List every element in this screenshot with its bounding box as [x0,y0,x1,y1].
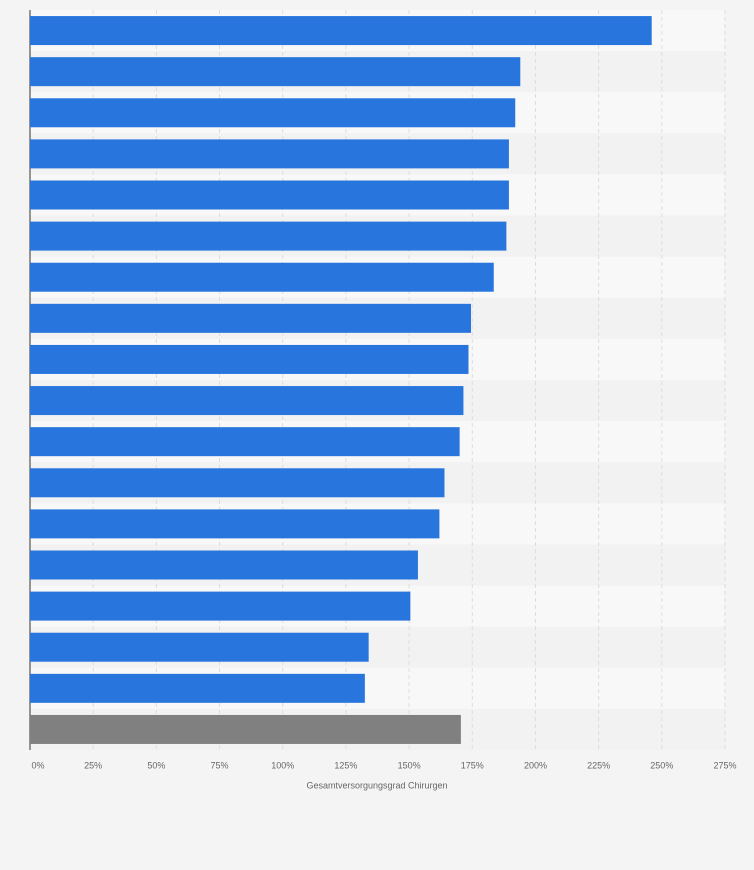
x-tick-label: 50% [147,760,165,770]
x-tick-label: 25% [84,760,102,770]
x-tick-label: 0% [31,760,44,770]
bar [30,262,494,292]
bar [30,344,469,374]
bar [30,98,516,128]
bar [30,468,445,498]
x-tick-label: 200% [524,760,547,770]
x-tick-label: 175% [461,760,484,770]
x-tick-label: 275% [713,760,736,770]
x-tick-label: 100% [271,760,294,770]
bar [30,303,472,333]
x-tick-label: 225% [587,760,610,770]
bar [30,673,365,703]
bar [30,591,411,621]
x-tick-label: 250% [650,760,673,770]
x-axis-label: Gesamtversorgungsgrad Chirurgen [306,780,447,790]
bar [30,16,652,46]
bar [30,386,464,416]
bar [30,509,440,539]
bar [30,714,461,744]
bar [30,180,509,210]
bar [30,550,418,580]
bar [30,57,521,87]
bar [30,139,509,169]
bar [30,632,369,662]
bar [30,221,507,251]
bar [30,427,460,457]
x-tick-label: 150% [398,760,421,770]
x-tick-label: 75% [211,760,229,770]
x-tick-label: 125% [334,760,357,770]
